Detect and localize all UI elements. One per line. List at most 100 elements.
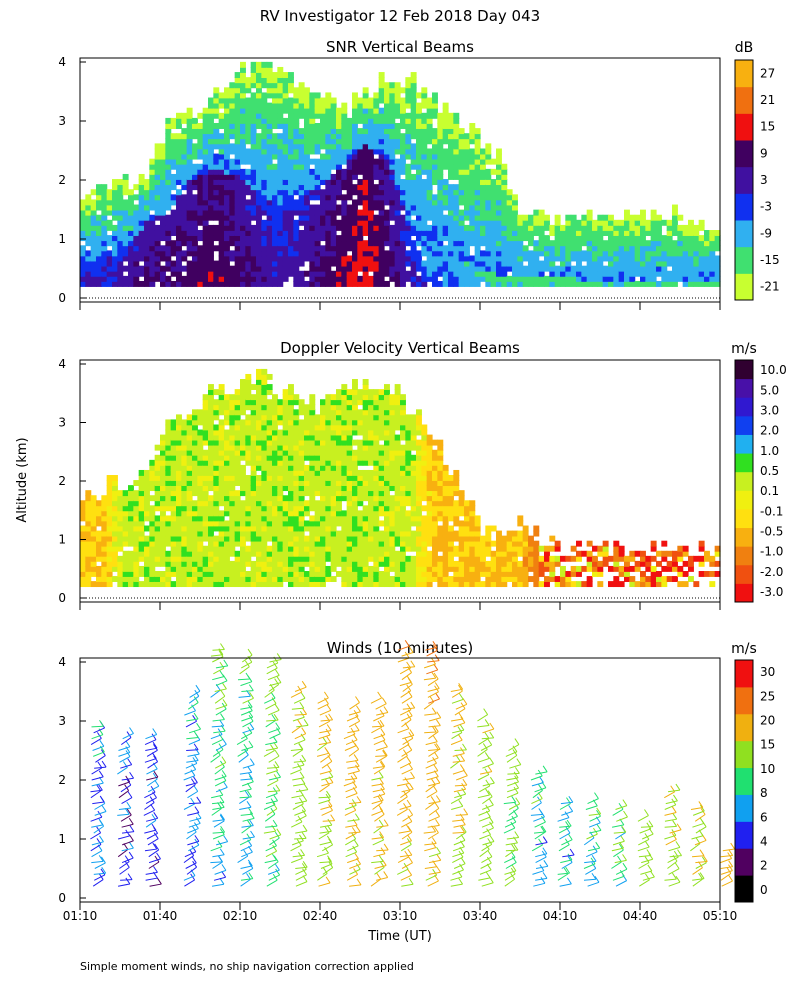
velocity-cell bbox=[218, 555, 225, 562]
velocity-cell bbox=[298, 500, 305, 507]
snr-cell bbox=[314, 250, 321, 257]
snr-cell bbox=[122, 275, 129, 282]
snr-cell bbox=[709, 265, 716, 272]
snr-cell bbox=[576, 235, 582, 242]
velocity-cell bbox=[154, 475, 161, 481]
velocity-cell bbox=[320, 409, 326, 416]
velocity-cell bbox=[282, 480, 289, 486]
velocity-cell bbox=[277, 581, 284, 588]
snr-cell bbox=[304, 245, 310, 252]
snr-cell bbox=[181, 194, 188, 201]
snr-cell bbox=[357, 163, 364, 170]
snr-cell bbox=[160, 235, 166, 242]
snr-cell bbox=[405, 173, 412, 180]
snr-cell bbox=[485, 153, 492, 160]
snr-cell bbox=[325, 204, 332, 211]
velocity-cell bbox=[261, 379, 268, 385]
velocity-cell bbox=[224, 525, 230, 532]
snr-cell bbox=[453, 153, 460, 160]
velocity-cell bbox=[96, 510, 102, 517]
snr-cell bbox=[384, 189, 390, 196]
snr-cell bbox=[165, 214, 172, 221]
snr-cell bbox=[186, 280, 193, 287]
snr-cell bbox=[394, 179, 401, 186]
snr-cell bbox=[394, 204, 401, 211]
snr-cell bbox=[469, 235, 476, 242]
snr-cell bbox=[522, 250, 529, 257]
velocity-cell bbox=[362, 530, 369, 537]
snr-cell bbox=[672, 250, 678, 257]
velocity-cell bbox=[346, 550, 353, 557]
snr-cell bbox=[362, 204, 369, 211]
velocity-cell bbox=[272, 540, 278, 547]
snr-cell bbox=[650, 280, 657, 287]
snr-cell bbox=[85, 250, 92, 257]
snr-cell bbox=[496, 270, 502, 277]
velocity-cell bbox=[325, 490, 332, 497]
snr-cell bbox=[170, 143, 177, 150]
velocity-cell bbox=[240, 520, 246, 527]
snr-cell bbox=[170, 173, 177, 180]
snr-cell bbox=[346, 184, 353, 191]
snr-cell bbox=[122, 235, 129, 242]
velocity-cell bbox=[298, 571, 305, 577]
velocity-cell bbox=[320, 515, 326, 522]
snr-cell bbox=[229, 168, 236, 175]
snr-cell bbox=[122, 224, 129, 231]
velocity-cell bbox=[208, 469, 214, 476]
velocity-cell bbox=[160, 469, 166, 476]
velocity-cell bbox=[117, 495, 124, 502]
snr-cell bbox=[597, 230, 604, 236]
velocity-cell bbox=[186, 550, 193, 557]
velocity-cell bbox=[122, 565, 129, 572]
velocity-cell bbox=[229, 444, 236, 451]
snr-cell bbox=[432, 230, 438, 236]
velocity-cell bbox=[170, 545, 177, 552]
snr-cell bbox=[357, 158, 364, 165]
snr-cell bbox=[282, 235, 289, 242]
snr-cell bbox=[266, 123, 273, 129]
velocity-cell bbox=[314, 525, 321, 532]
snr-cell bbox=[293, 179, 300, 186]
snr-cell bbox=[186, 250, 193, 257]
velocity-cell bbox=[261, 424, 268, 431]
velocity-cell bbox=[234, 480, 241, 486]
snr-cell bbox=[448, 189, 454, 196]
velocity-cell bbox=[298, 550, 305, 557]
velocity-cell bbox=[181, 500, 188, 507]
velocity-cell bbox=[277, 475, 284, 481]
velocity-cell bbox=[282, 560, 289, 567]
snr-cell bbox=[186, 173, 193, 180]
velocity-cell bbox=[298, 490, 305, 497]
snr-cell bbox=[442, 260, 449, 267]
snr-cell bbox=[170, 138, 177, 145]
snr-cell bbox=[357, 184, 364, 191]
snr-cell bbox=[368, 128, 374, 135]
snr-cell bbox=[378, 250, 385, 257]
snr-cell bbox=[416, 184, 422, 191]
velocity-cell bbox=[368, 571, 374, 577]
velocity-cell bbox=[304, 571, 310, 577]
velocity-cell bbox=[165, 485, 172, 492]
snr-cell bbox=[314, 204, 321, 211]
velocity-cell bbox=[234, 555, 241, 562]
snr-cell bbox=[389, 224, 396, 231]
velocity-cell bbox=[240, 535, 246, 542]
snr-cell bbox=[304, 112, 310, 119]
velocity-cell bbox=[352, 565, 358, 572]
snr-cell bbox=[597, 245, 604, 252]
velocity-cell bbox=[106, 495, 113, 502]
velocity-cell bbox=[197, 535, 204, 542]
snr-cell bbox=[357, 209, 364, 216]
snr-cell bbox=[117, 230, 124, 236]
snr-cell bbox=[570, 230, 577, 236]
velocity-cell bbox=[208, 424, 214, 431]
velocity-cell bbox=[352, 419, 358, 426]
velocity-cell bbox=[357, 449, 364, 456]
velocity-cell bbox=[261, 555, 268, 562]
snr-cell bbox=[378, 280, 385, 287]
snr-cell bbox=[261, 184, 268, 191]
snr-cell bbox=[453, 128, 460, 135]
snr-cell bbox=[330, 107, 337, 114]
velocity-cell bbox=[256, 565, 262, 572]
